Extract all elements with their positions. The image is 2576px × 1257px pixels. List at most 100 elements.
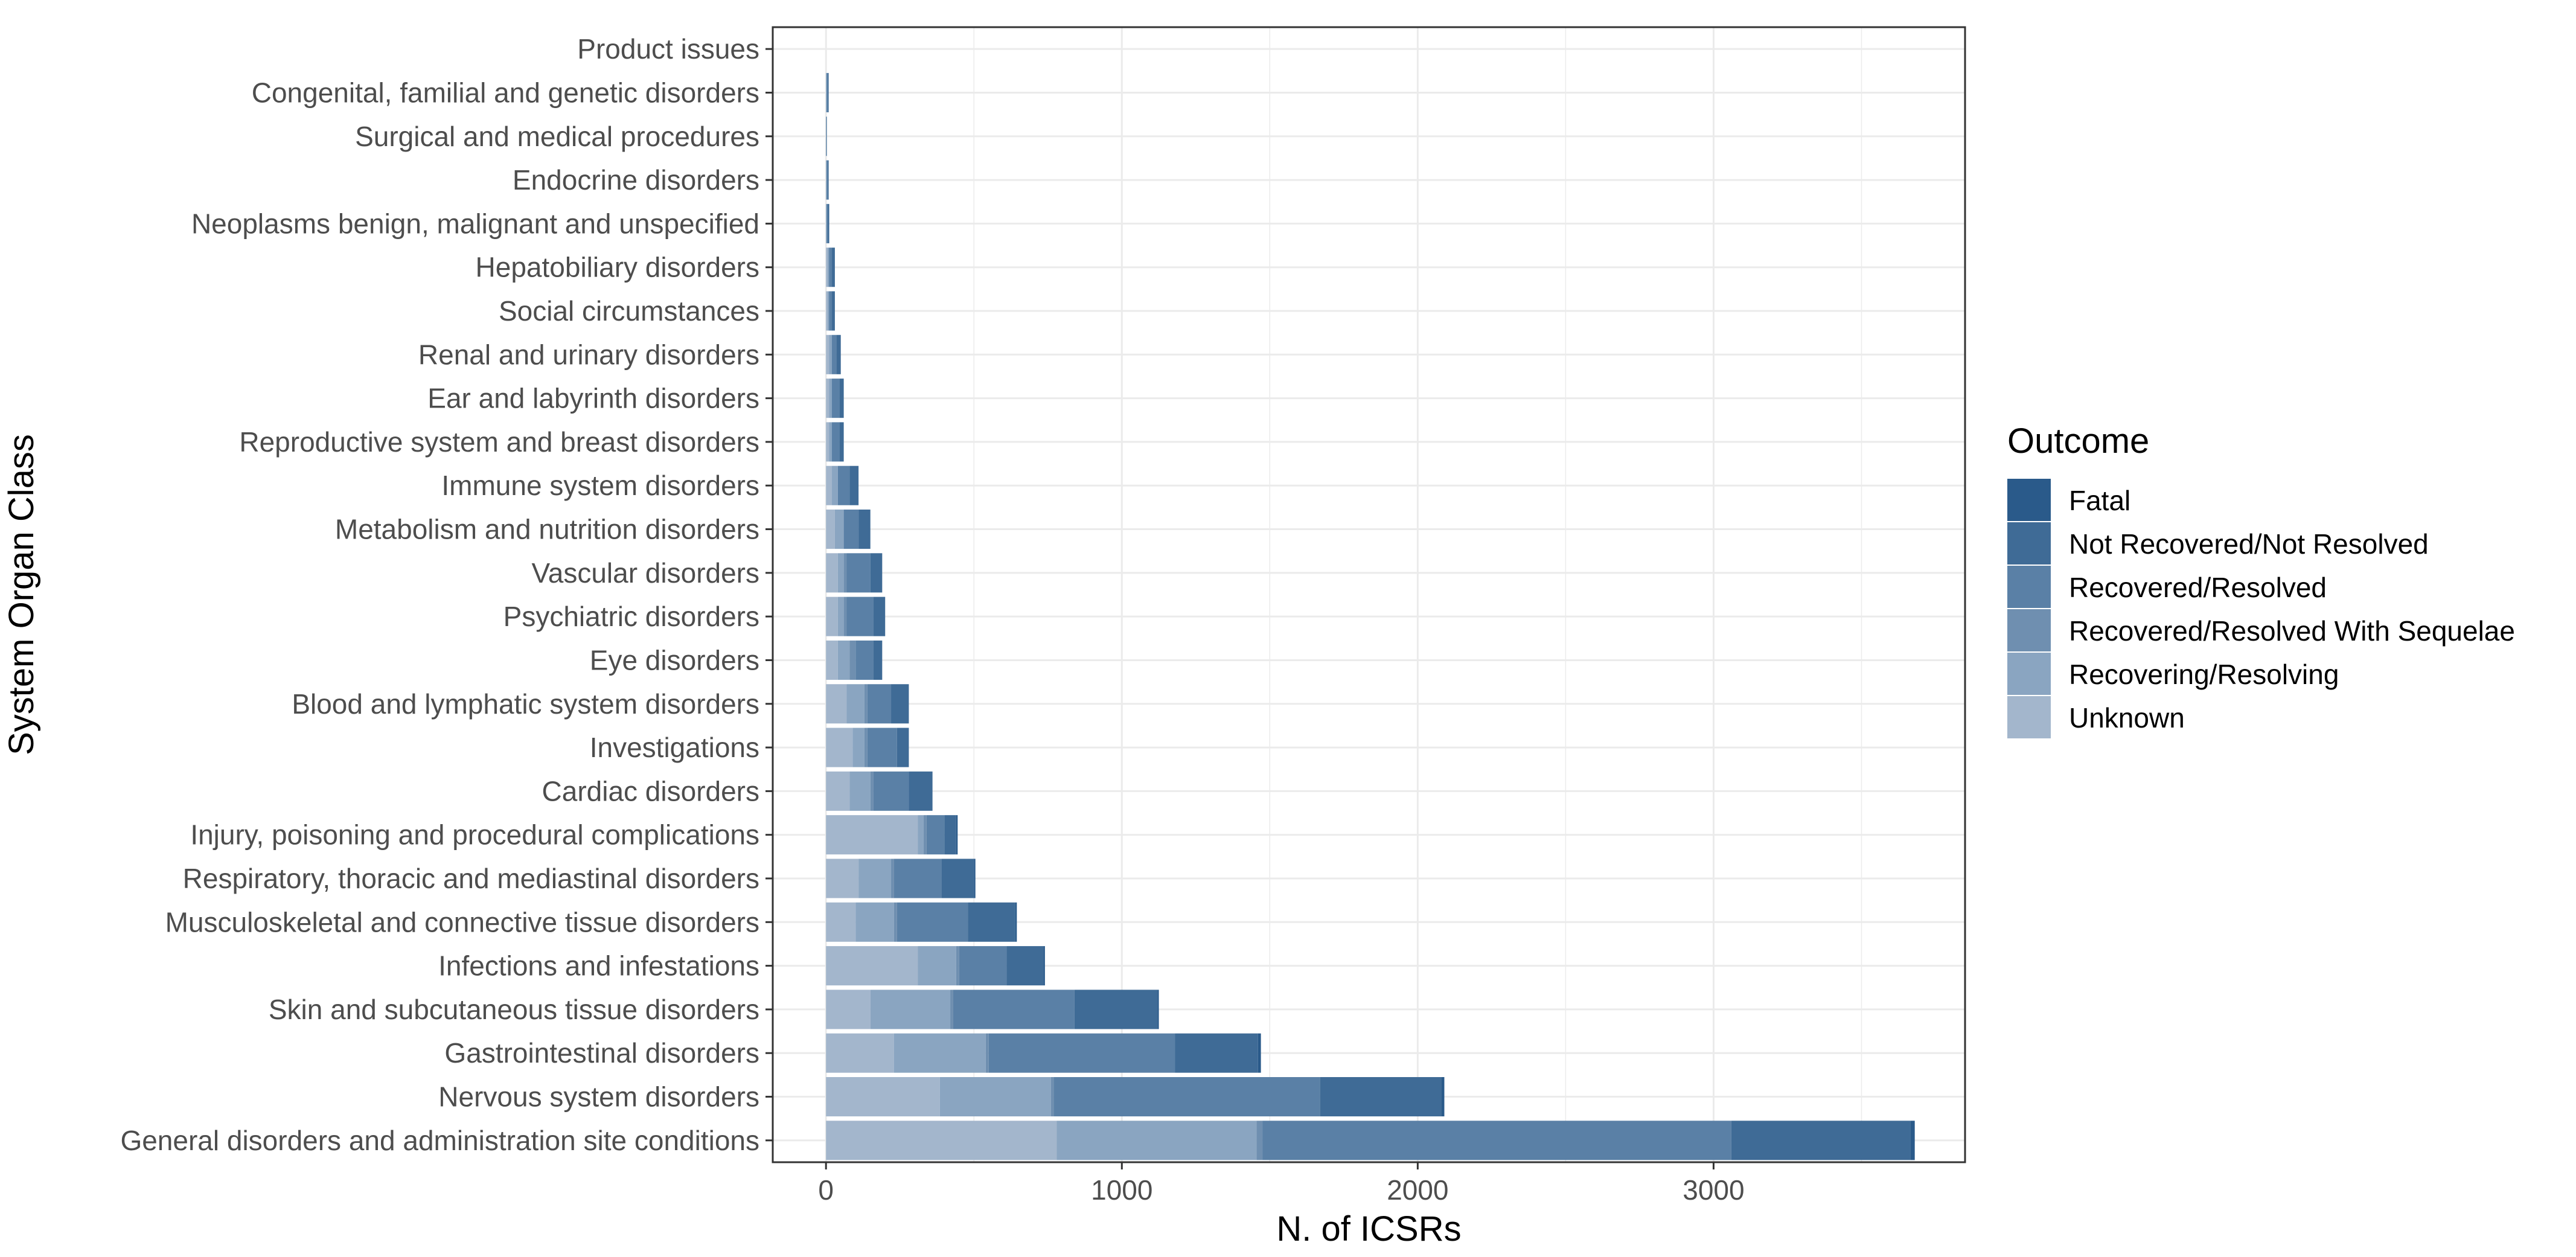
bar-segment-unknown bbox=[826, 684, 847, 724]
legend: Outcome Fatal Not Recovered/Not Resolved R… bbox=[2007, 421, 2515, 738]
bar-segment-recovered-resolved bbox=[832, 422, 840, 462]
bar-segment-recovering-resolving bbox=[858, 859, 892, 898]
y-tick-label: Product issues bbox=[577, 33, 759, 65]
bar-segment-unknown bbox=[826, 1077, 940, 1117]
bar-segment-unknown bbox=[826, 597, 838, 636]
bar-segment-recovered-resolved bbox=[893, 859, 942, 898]
bar-segment-unknown bbox=[826, 640, 838, 680]
bar-segment-not-recovered-not-resolved bbox=[1731, 1121, 1911, 1160]
bar-segment-recovered-resolved-with-sequelae bbox=[891, 859, 894, 898]
bar-segment-not-recovered-not-resolved bbox=[1175, 1033, 1258, 1073]
bar-segment-not-recovered-not-resolved bbox=[826, 117, 827, 156]
legend-label-unknown: Unknown bbox=[2069, 702, 2185, 734]
legend-key-recovered-resolved-with-sequelae bbox=[2007, 609, 2051, 651]
bar-segment-fatal bbox=[1015, 902, 1017, 942]
bar-segment-not-recovered-not-resolved bbox=[941, 859, 974, 898]
legend-key-recovered-resolved bbox=[2007, 566, 2051, 608]
y-tick-label: Gastrointestinal disorders bbox=[444, 1037, 759, 1069]
y-tick-label: Nervous system disorders bbox=[438, 1081, 759, 1113]
y-tick-label: Respiratory, thoracic and mediastinal di… bbox=[183, 863, 759, 894]
bar-segment-recovered-resolved bbox=[843, 510, 859, 549]
bar-segment-unknown bbox=[826, 771, 850, 811]
y-tick-label: Surgical and medical procedures bbox=[355, 121, 759, 152]
y-tick-label: Skin and subcutaneous tissue disorders bbox=[269, 994, 759, 1025]
legend-label-recovered-resolved-with-sequelae: Recovered/Resolved With Sequelae bbox=[2069, 615, 2515, 647]
y-tick-label: Musculoskeletal and connective tissue di… bbox=[165, 906, 759, 938]
bar-segment-recovered-resolved bbox=[926, 815, 945, 855]
legend-key-recovering-resolving bbox=[2007, 653, 2051, 695]
bar-segment-not-recovered-not-resolved bbox=[1320, 1077, 1442, 1117]
y-tick-label: Social circumstances bbox=[499, 295, 759, 327]
bar-segment-not-recovered-not-resolved bbox=[968, 902, 1015, 942]
y-tick-label: Blood and lymphatic system disorders bbox=[292, 688, 759, 720]
bar-segment-fatal bbox=[1157, 990, 1159, 1029]
bar-segment-recovering-resolving bbox=[849, 771, 871, 811]
bar-segment-recovered-resolved bbox=[829, 291, 833, 331]
bar-segment-not-recovered-not-resolved bbox=[827, 203, 829, 243]
bar-segment-recovering-resolving bbox=[837, 553, 844, 593]
bar-segment-recovered-resolved bbox=[829, 248, 833, 287]
bar-segment-not-recovered-not-resolved bbox=[832, 291, 835, 331]
bar-segment-recovering-resolving bbox=[829, 379, 833, 418]
bar-segment-unknown bbox=[826, 728, 853, 767]
bar-segment-recovering-resolving bbox=[918, 946, 956, 986]
bar-segment-recovering-resolving bbox=[834, 510, 844, 549]
bar-segment-not-recovered-not-resolved bbox=[873, 640, 883, 680]
grid-layer bbox=[773, 27, 1965, 1162]
bar-segment-unknown bbox=[826, 1033, 894, 1073]
bar-segment-unknown bbox=[826, 946, 918, 986]
x-tick-label: 1000 bbox=[1091, 1174, 1152, 1206]
bar-segment-not-recovered-not-resolved bbox=[896, 728, 909, 767]
bar-segment-not-recovered-not-resolved bbox=[873, 597, 886, 636]
bar-segment-recovered-resolved-with-sequelae bbox=[893, 902, 897, 942]
bar-segment-recovering-resolving bbox=[837, 597, 844, 636]
bar-segment-recovered-resolved bbox=[1053, 1077, 1320, 1117]
y-tick-label: Eye disorders bbox=[590, 644, 759, 676]
bar-segment-fatal bbox=[828, 72, 829, 112]
x-axis-title: N. of ICSRs bbox=[1276, 1209, 1461, 1249]
bar-segment-recovered-resolved bbox=[832, 379, 840, 418]
bar-segment-recovering-resolving bbox=[939, 1077, 1051, 1117]
bar-segment-unknown bbox=[826, 1121, 1057, 1160]
bar-segment-not-recovered-not-resolved bbox=[1006, 946, 1044, 986]
bar-segment-recovered-resolved-with-sequelae bbox=[1256, 1121, 1263, 1160]
bar-segment-recovered-resolved-with-sequelae bbox=[1050, 1077, 1054, 1117]
bar-segment-recovered-resolved bbox=[873, 771, 909, 811]
bar-segment-recovered-resolved bbox=[846, 553, 871, 593]
bar-segment-not-recovered-not-resolved bbox=[944, 815, 956, 855]
bar-segment-recovering-resolving bbox=[832, 465, 838, 505]
y-tick-label: Congenital, familial and genetic disorde… bbox=[252, 77, 759, 108]
bar-segment-recovering-resolving bbox=[837, 640, 850, 680]
bar-segment-not-recovered-not-resolved bbox=[839, 422, 844, 462]
bar-segment-recovered-resolved bbox=[867, 684, 892, 724]
y-tick-label: Immune system disorders bbox=[441, 470, 759, 501]
x-tick-label: 2000 bbox=[1387, 1174, 1448, 1206]
bar-segment-recovering-resolving bbox=[827, 248, 829, 287]
bar-segment-recovered-resolved bbox=[855, 640, 874, 680]
y-tick-label: Ear and labyrinth disorders bbox=[427, 383, 759, 414]
y-tick-label: Endocrine disorders bbox=[513, 164, 759, 196]
y-tick-label: Neoplasms benign, malignant and unspecif… bbox=[191, 208, 759, 239]
bar-segment-not-recovered-not-resolved bbox=[891, 684, 909, 724]
y-tick-label: Reproductive system and breast disorders bbox=[239, 426, 759, 458]
y-tick-label: General disorders and administration sit… bbox=[120, 1125, 759, 1156]
bar-segment-fatal bbox=[1910, 1121, 1915, 1160]
bar-segment-recovered-resolved bbox=[846, 597, 874, 636]
bar-segment-unknown bbox=[826, 990, 871, 1029]
x-tick-label: 0 bbox=[818, 1174, 834, 1206]
bar-segment-unknown bbox=[826, 902, 856, 942]
y-tick-label: Psychiatric disorders bbox=[503, 601, 759, 632]
legend-label-not-recovered-not-resolved: Not Recovered/Not Resolved bbox=[2069, 528, 2429, 560]
bar-segment-recovering-resolving bbox=[829, 422, 833, 462]
bar-segment-recovering-resolving bbox=[918, 815, 924, 855]
bar-segment-unknown bbox=[826, 291, 828, 331]
bar-segment-unknown bbox=[826, 859, 859, 898]
bar-segment-not-recovered-not-resolved bbox=[870, 553, 883, 593]
legend-label-recovered-resolved: Recovered/Resolved bbox=[2069, 572, 2327, 603]
bar-segment-recovered-resolved bbox=[826, 160, 828, 200]
bar-segment-fatal bbox=[1043, 946, 1045, 986]
bar-segment-recovering-resolving bbox=[827, 291, 829, 331]
